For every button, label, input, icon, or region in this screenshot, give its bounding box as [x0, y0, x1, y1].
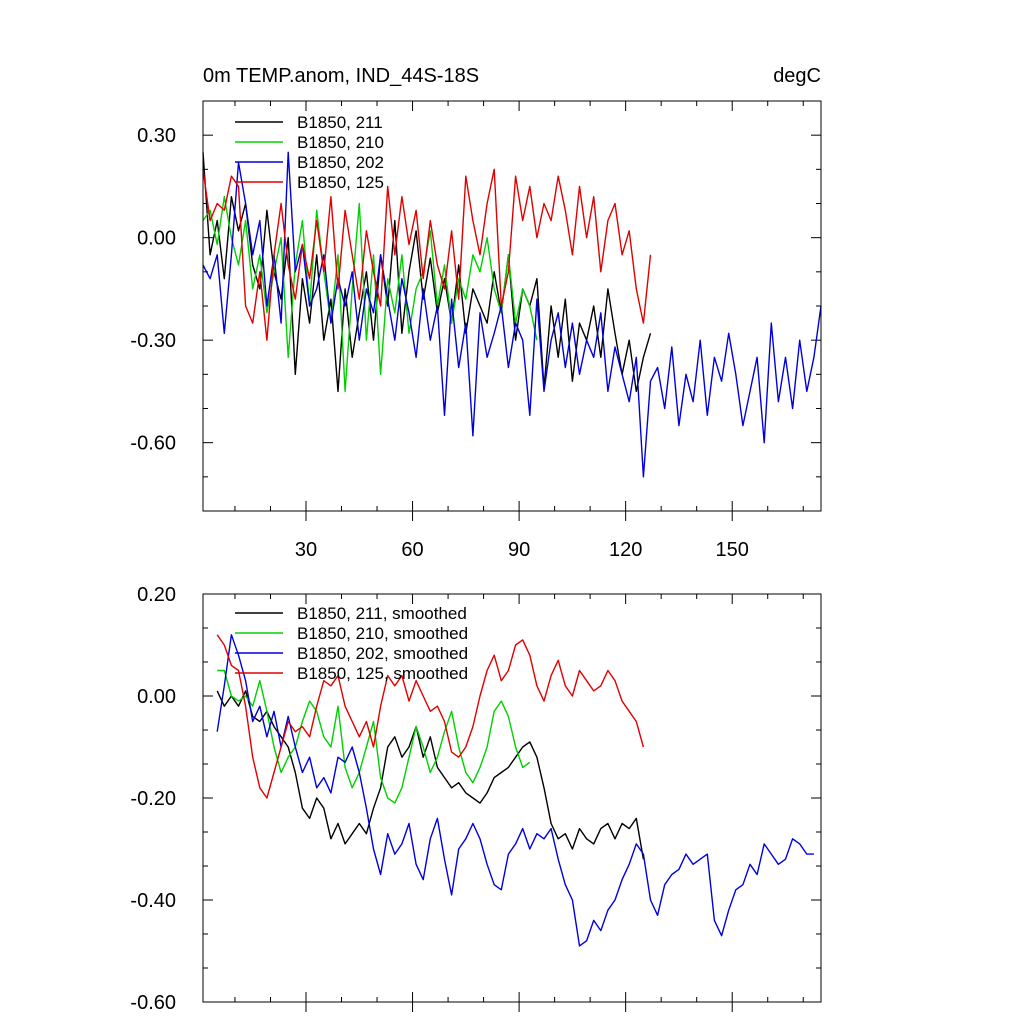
series-line [216, 690, 645, 860]
y-tick-label: -0.60 [130, 433, 176, 455]
legend-label: B1850, 125 [297, 173, 384, 192]
series-line [202, 151, 822, 478]
y-tick-label: -0.20 [130, 788, 176, 810]
units-label: degC [773, 65, 821, 87]
x-tick-label: 90 [508, 539, 530, 561]
series-line [202, 195, 538, 393]
bottom-ticks: 0.20 0.00 -0.20 -0.40 -0.60 [130, 584, 821, 1014]
y-tick-label: 0.20 [137, 584, 176, 606]
y-tick-label: 0.00 [137, 686, 176, 708]
x-tick-label: 150 [716, 539, 749, 561]
legend-label: B1850, 125, smoothed [297, 664, 468, 683]
legend-label: B1850, 211 [297, 113, 383, 132]
legend-label: B1850, 211, smoothed [297, 604, 467, 623]
series-line [202, 168, 652, 341]
top-plot-frame [202, 100, 822, 512]
y-tick-label: -0.60 [130, 992, 176, 1014]
y-tick-label: 0.00 [137, 228, 176, 250]
legend-label: B1850, 210 [297, 133, 384, 152]
legend-label: B1850, 210, smoothed [297, 624, 468, 643]
top-ticks: 30 60 90 120 150 0.30 0.00 -0.30 -0.60 [130, 100, 821, 561]
series-line [217, 669, 531, 804]
bottom-chart: 0.20 0.00 -0.20 -0.40 -0.60 B1850, 211, smoo… [130, 584, 822, 1014]
chart-title: 0m TEMP.anom, IND_44S-18S [203, 65, 479, 87]
y-tick-label: 0.30 [137, 125, 176, 147]
bottom-series-lines [216, 634, 814, 947]
legend-label: B1850, 202 [297, 153, 384, 172]
y-tick-label: -0.40 [130, 890, 176, 912]
series-line [216, 634, 814, 947]
top-series-lines [202, 151, 822, 478]
bottom-plot-frame [202, 593, 822, 1003]
x-tick-label: 30 [295, 539, 317, 561]
y-tick-label: -0.30 [130, 330, 176, 352]
x-tick-label: 120 [609, 539, 642, 561]
series-line [216, 634, 645, 799]
top-chart: 0m TEMP.anom, IND_44S-18S degC 30 60 90 120… [130, 65, 822, 561]
legend-label: B1850, 202, smoothed [297, 644, 468, 663]
x-tick-label: 60 [401, 539, 423, 561]
